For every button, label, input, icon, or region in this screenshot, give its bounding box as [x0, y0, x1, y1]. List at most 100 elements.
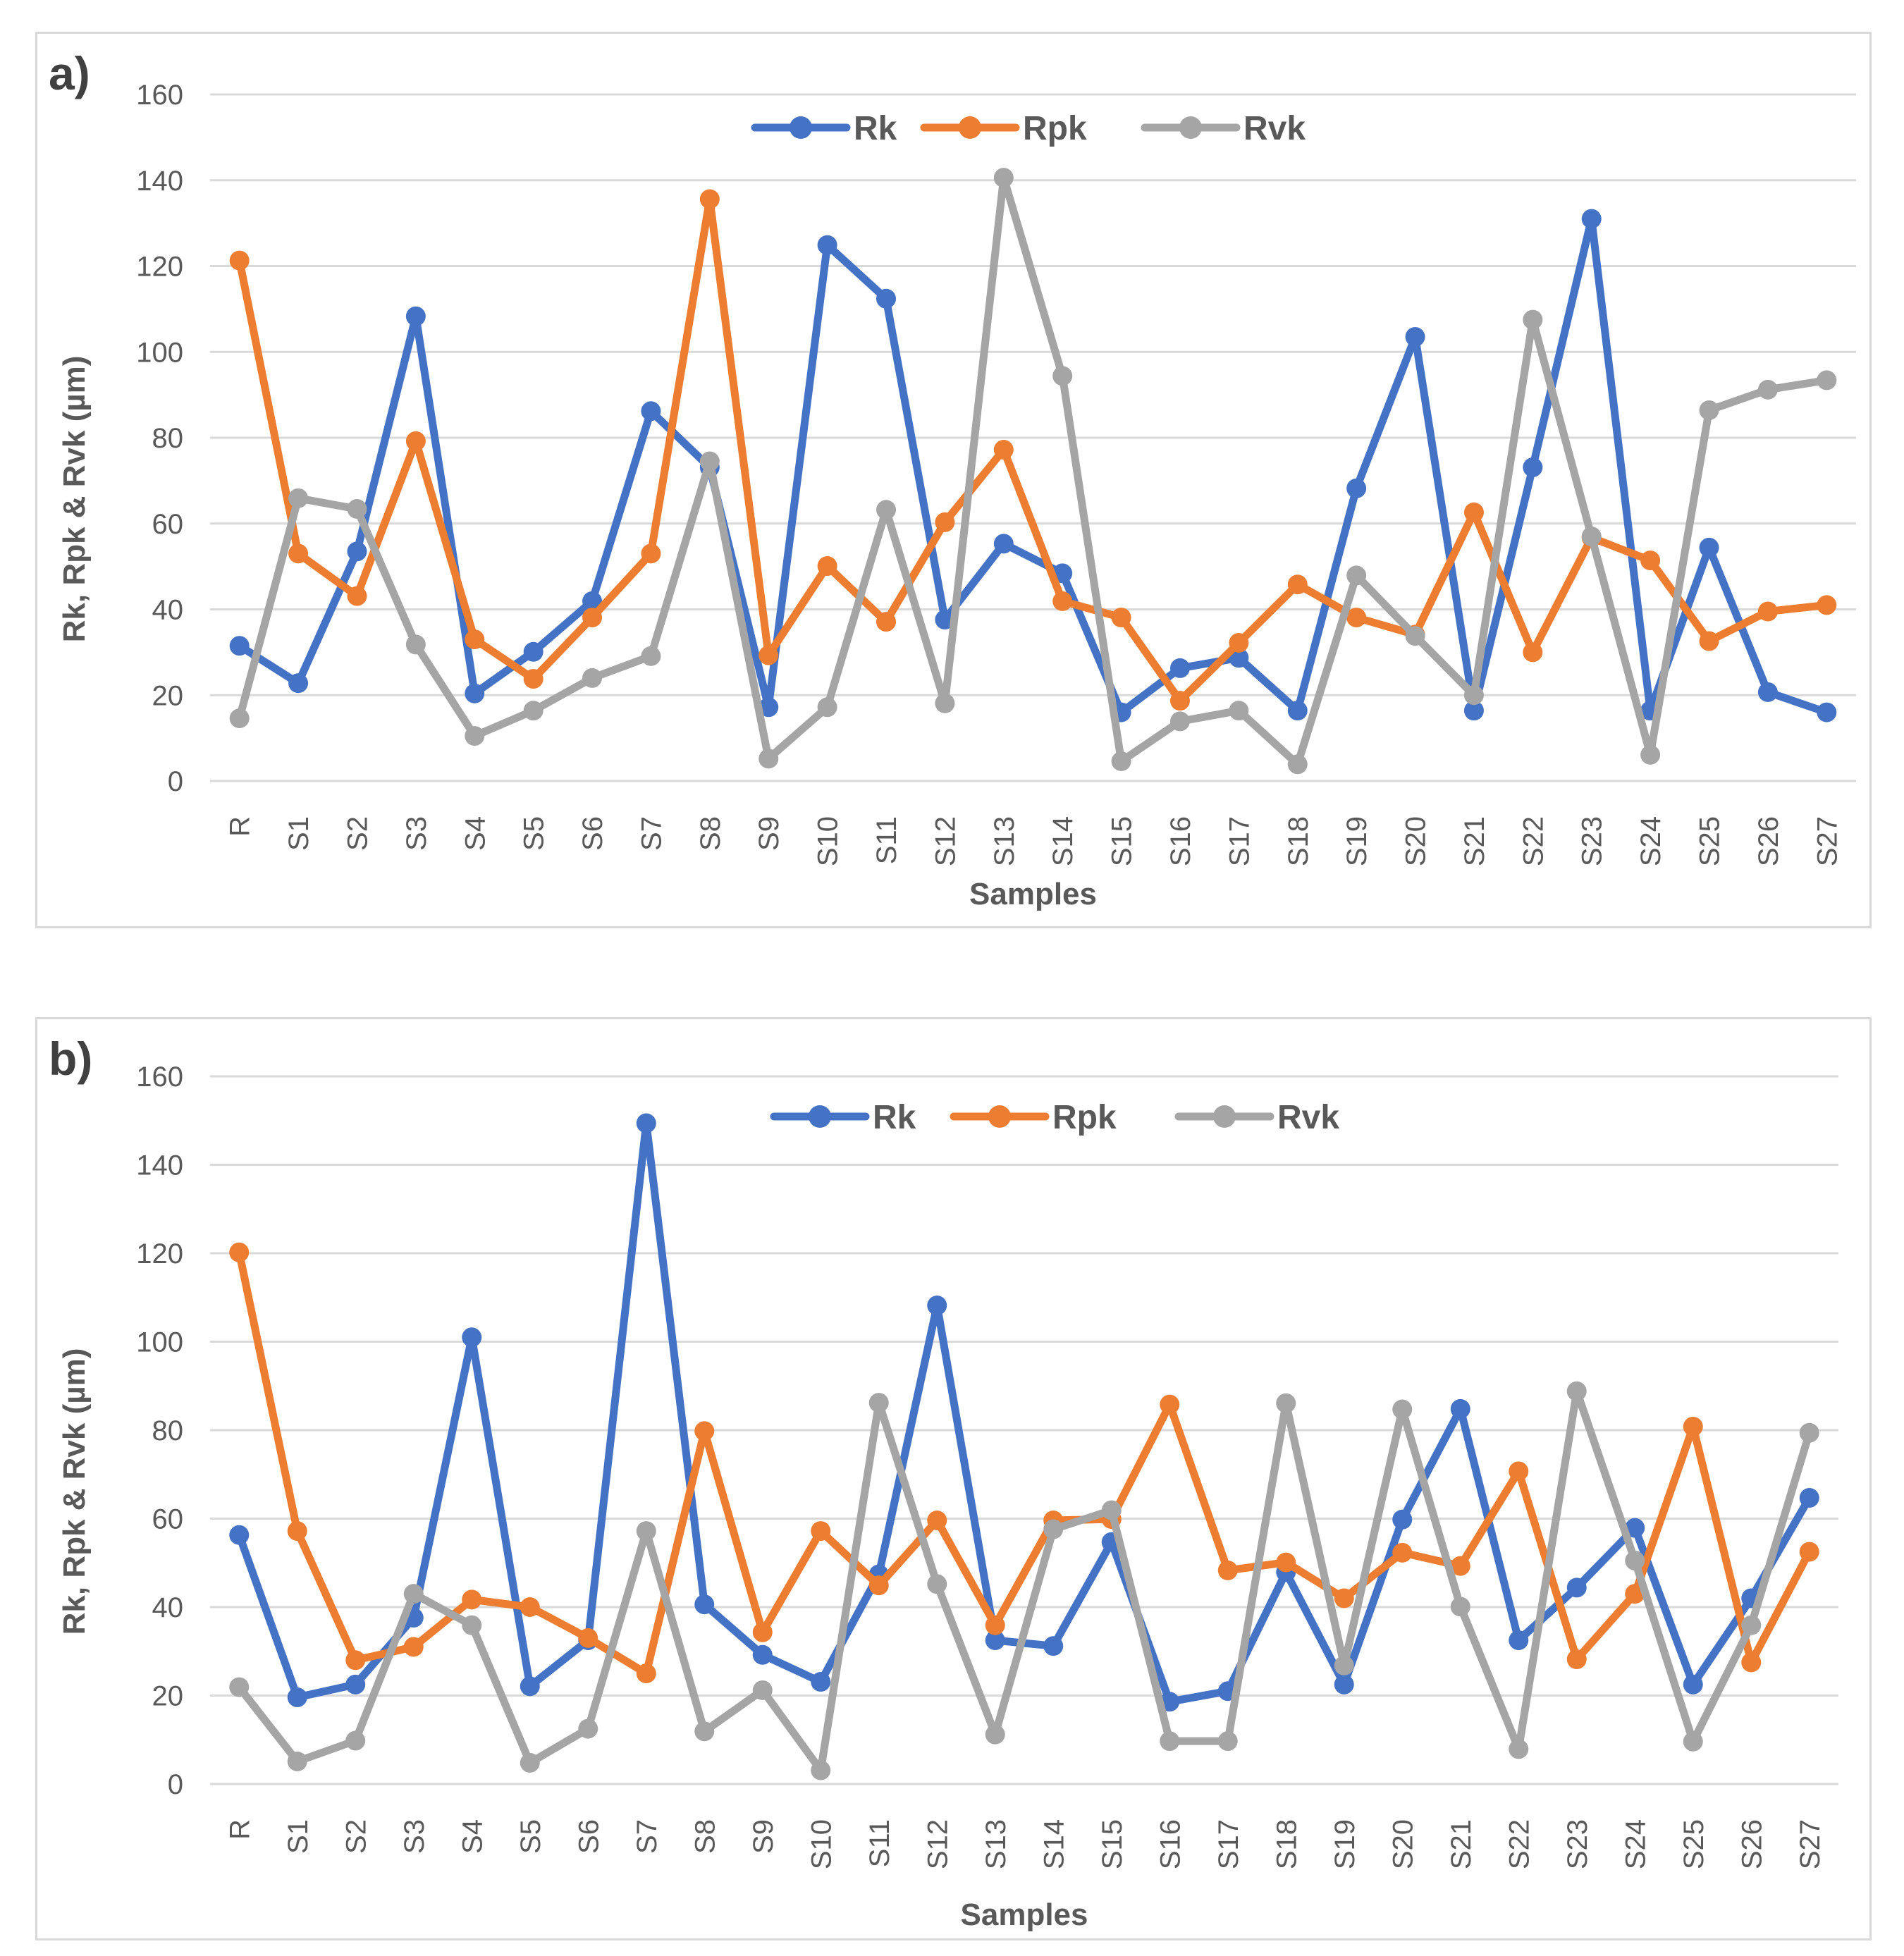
y-tick-label: 40 [152, 595, 184, 626]
data-point-rvk [1817, 370, 1837, 390]
data-point-rk [641, 401, 661, 422]
legend-marker-rvk [1213, 1105, 1236, 1128]
data-point-rpk [229, 1242, 250, 1262]
data-point-rpk [636, 1663, 656, 1684]
data-point-rpk [1111, 608, 1131, 628]
chart-panel-b: b) 0 20 40 60 80 100 120 140 160 R S1 S2 S3 S4 S5 S6 S7 S… [35, 1017, 1872, 1940]
data-point-rvk [817, 697, 837, 718]
data-point-rvk [1799, 1422, 1819, 1443]
x-tick-label: S25 [1695, 816, 1726, 866]
legend-marker-rk [790, 116, 812, 139]
data-point-rpk [985, 1615, 1005, 1635]
data-point-rvk [1509, 1739, 1529, 1759]
x-tick-label: S24 [1620, 1819, 1651, 1869]
panel-label-a: a) [49, 47, 90, 99]
x-tick-label: S22 [1504, 1819, 1535, 1869]
data-point-rpk [1741, 1652, 1762, 1673]
data-point-rk [1523, 457, 1543, 478]
data-point-rk [229, 636, 250, 656]
data-point-rpk [523, 669, 543, 689]
data-point-rvk [1566, 1381, 1587, 1401]
data-point-rk [636, 1113, 656, 1133]
legend-item-rk: Rk [770, 1099, 916, 1136]
data-point-rk [752, 1644, 773, 1665]
x-tick-label: S6 [577, 816, 608, 851]
x-tick-label: S15 [1097, 1819, 1128, 1869]
data-point-rk [1043, 1636, 1064, 1656]
data-point-rvk [1169, 711, 1190, 732]
data-point-rk [1334, 1674, 1354, 1694]
data-point-rk [985, 1630, 1005, 1651]
data-point-rvk [1287, 754, 1308, 775]
series-line-rk [235, 215, 1831, 717]
data-point-rvk [1757, 379, 1778, 400]
data-point-rvk [1625, 1551, 1645, 1571]
data-point-rvk [1160, 1731, 1180, 1752]
x-tick-label: S4 [457, 1819, 488, 1854]
x-tick-label: S3 [401, 816, 432, 851]
data-point-rvk [1052, 366, 1073, 386]
data-point-rpk [1566, 1649, 1587, 1670]
x-tick-label: S18 [1271, 1819, 1302, 1869]
data-point-rpk [520, 1597, 540, 1617]
line-chart-b: 0 20 40 60 80 100 120 140 160 R S1 S2 S3 S4 S5 S6 S7 S8 S9… [57, 1062, 1838, 1932]
data-point-rvk [985, 1724, 1005, 1745]
legend-marker-rpk [959, 116, 981, 139]
data-point-rvk [927, 1574, 947, 1594]
data-point-rpk [927, 1511, 947, 1531]
x-tick-label: S13 [981, 1819, 1012, 1869]
data-point-rpk [582, 608, 603, 628]
data-point-rpk [1169, 691, 1190, 711]
data-point-rk [1799, 1488, 1819, 1508]
y-tick-label: 80 [152, 1415, 184, 1446]
data-point-rvk [1043, 1519, 1064, 1539]
data-point-rk [229, 1525, 250, 1545]
data-point-rvk [465, 726, 485, 746]
data-point-rk [520, 1676, 540, 1697]
y-axis-title: Rk, Rpk & Rvk (µm) [57, 356, 92, 643]
data-point-rpk [1052, 591, 1073, 611]
legend-label-rpk: Rpk [1023, 110, 1087, 147]
data-point-rk [993, 534, 1014, 554]
legend-marker-rk [809, 1105, 831, 1128]
data-point-rvk [935, 693, 955, 713]
data-point-rpk [1450, 1556, 1470, 1576]
y-tick-label: 120 [136, 252, 183, 283]
series-rk [229, 209, 1837, 722]
data-point-rvk [1111, 751, 1131, 771]
series-line-rvk [235, 173, 1831, 768]
data-point-rvk [1640, 744, 1661, 765]
data-point-rpk [1287, 574, 1308, 595]
x-tick-label: S27 [1812, 816, 1843, 866]
data-point-rvk [1581, 527, 1602, 547]
x-tick-label: S11 [871, 816, 902, 864]
legend-item-rpk: Rpk [920, 110, 1087, 147]
x-tick-label: S19 [1329, 1819, 1361, 1869]
legend-marker-rpk [988, 1105, 1011, 1128]
gridlines [210, 1075, 1838, 1785]
data-point-rvk [1683, 1731, 1703, 1752]
x-tick-label: S25 [1678, 1819, 1709, 1869]
legend-label-rk: Rk [873, 1099, 916, 1136]
data-point-rpk [817, 556, 837, 577]
x-tick-label: S12 [930, 816, 961, 866]
x-axis-title: Samples [961, 1897, 1088, 1932]
panel-label-b: b) [49, 1033, 93, 1085]
data-point-rpk [1699, 631, 1719, 651]
data-point-rvk [345, 1730, 366, 1751]
data-point-rk [1625, 1518, 1645, 1538]
data-point-rk [1699, 537, 1719, 558]
data-point-rpk [1757, 601, 1778, 622]
data-point-rpk [752, 1622, 773, 1642]
data-point-rpk [1217, 1560, 1238, 1580]
data-point-rk [287, 1687, 307, 1708]
data-point-rpk [694, 1421, 715, 1441]
x-tick-label: S9 [754, 816, 785, 851]
data-point-rk [347, 541, 367, 562]
x-tick-label: S16 [1165, 816, 1196, 866]
legend: Rk Rpk Rvk [751, 110, 1306, 147]
data-point-rk [876, 288, 897, 309]
x-tick-label: S23 [1577, 816, 1608, 866]
gridlines [210, 93, 1856, 782]
y-tick-label: 140 [136, 1150, 183, 1181]
